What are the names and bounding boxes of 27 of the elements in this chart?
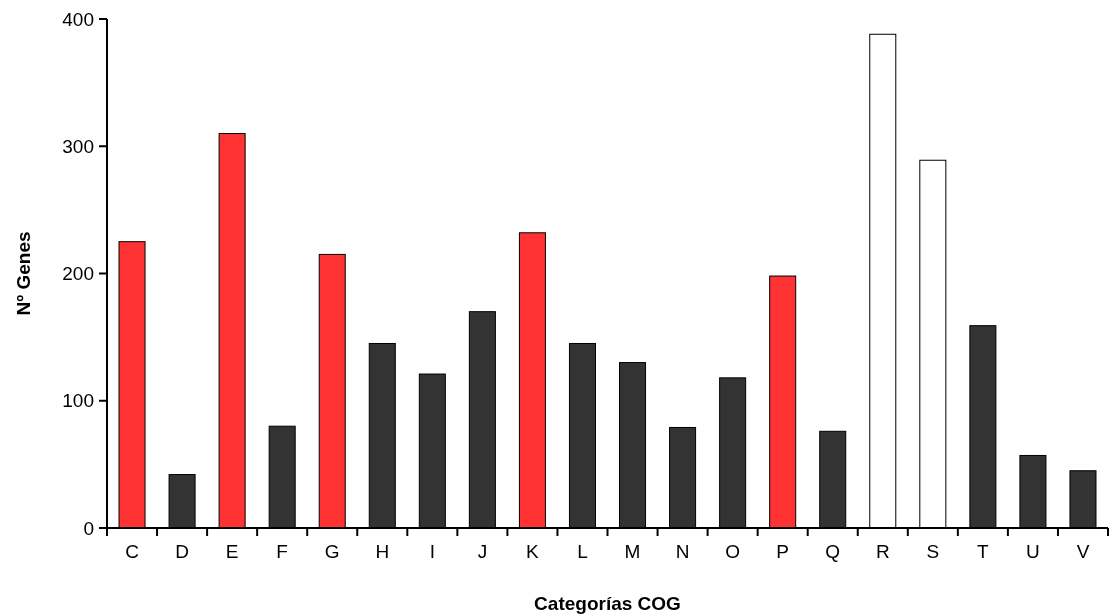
y-tick-label: 300: [62, 135, 94, 157]
y-tick-label: 400: [62, 8, 94, 30]
x-tick-label: H: [375, 541, 390, 562]
x-tick-label: P: [776, 541, 790, 562]
x-tick-label: C: [125, 541, 139, 562]
x-tick-label: I: [429, 541, 435, 562]
x-tick-label: L: [577, 541, 588, 562]
x-tick-label: Q: [825, 541, 841, 562]
x-tick-label: J: [477, 541, 488, 562]
x-tick-label: N: [675, 541, 690, 562]
x-tick-label: S: [926, 541, 940, 562]
x-tick-label: O: [725, 541, 741, 562]
y-axis-title: Nº Genes: [13, 231, 34, 316]
x-tick-label: F: [276, 541, 288, 562]
x-tick-label: D: [175, 541, 189, 562]
x-tick-label: M: [624, 541, 641, 562]
x-tick-label: K: [526, 541, 540, 562]
x-axis-title: Categorías COG: [534, 593, 681, 614]
x-tick-label: U: [1026, 541, 1040, 562]
x-tick-label: T: [977, 541, 990, 562]
x-tick-label: R: [875, 541, 890, 562]
x-tick-label: E: [225, 541, 239, 562]
x-tick-label: V: [1076, 541, 1090, 562]
y-tick-label: 100: [62, 390, 94, 412]
x-tick-label: G: [324, 541, 340, 562]
y-tick-label: 0: [83, 517, 94, 539]
y-tick-label: 200: [62, 263, 94, 285]
